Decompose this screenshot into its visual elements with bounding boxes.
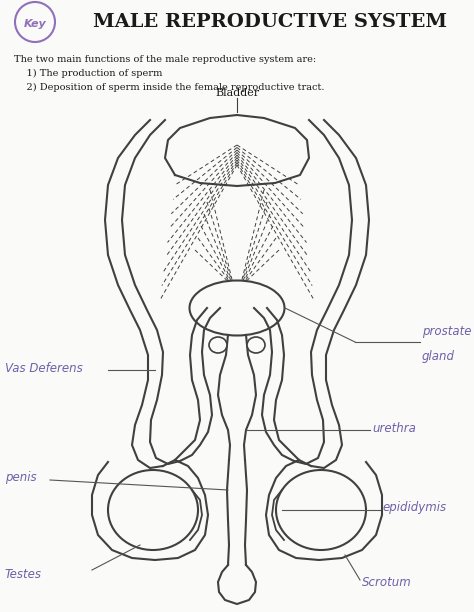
Ellipse shape [209, 337, 227, 353]
Ellipse shape [247, 337, 265, 353]
Polygon shape [266, 460, 382, 560]
Text: penis: penis [5, 471, 36, 485]
Text: Vas Deferens: Vas Deferens [5, 362, 83, 375]
Text: The two main functions of the male reproductive system are:: The two main functions of the male repro… [14, 55, 316, 64]
Text: MALE REPRODUCTIVE SYSTEM: MALE REPRODUCTIVE SYSTEM [93, 13, 447, 31]
Ellipse shape [190, 280, 284, 335]
Polygon shape [218, 565, 256, 604]
Text: urethra: urethra [372, 422, 416, 435]
Text: Testes: Testes [5, 569, 42, 581]
Text: Bladder: Bladder [215, 88, 259, 98]
Text: Key: Key [24, 19, 46, 29]
Polygon shape [92, 460, 208, 560]
Text: 2) Deposition of sperm inside the female reproductive tract.: 2) Deposition of sperm inside the female… [14, 83, 325, 92]
Text: epididymis: epididymis [382, 501, 446, 515]
Text: gland: gland [422, 350, 455, 363]
Polygon shape [165, 115, 309, 186]
Text: 1) The production of sperm: 1) The production of sperm [14, 69, 163, 78]
Text: prostate: prostate [422, 325, 472, 338]
Text: Scrotum: Scrotum [362, 575, 412, 589]
Ellipse shape [108, 470, 198, 550]
Ellipse shape [276, 470, 366, 550]
